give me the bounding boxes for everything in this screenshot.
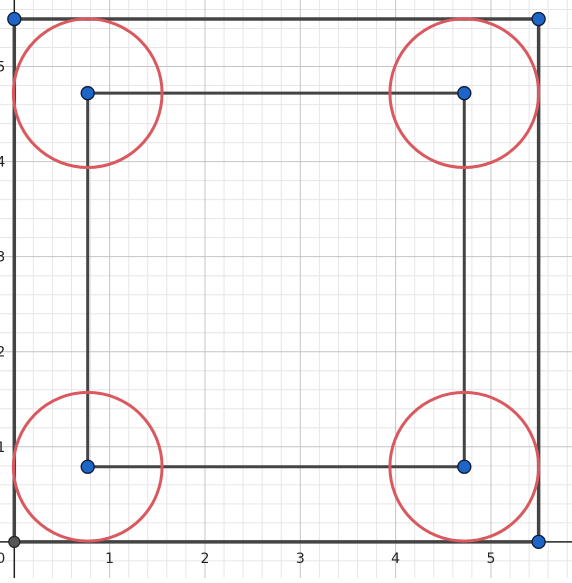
x-tick-label: 1 — [105, 551, 114, 567]
y-tick-label: 3 — [0, 250, 5, 266]
origin-label: 0 — [0, 551, 5, 567]
x-tick-label: 2 — [201, 551, 210, 567]
vertex-point — [532, 13, 545, 26]
x-tick-label: 3 — [296, 551, 305, 567]
vertex-point — [532, 535, 545, 548]
x-tick-label: 4 — [391, 551, 400, 567]
y-tick-label: 5 — [0, 60, 5, 76]
x-tick-label: 5 — [487, 551, 496, 567]
y-tick-label: 4 — [0, 155, 5, 171]
y-tick-label: 1 — [0, 440, 5, 456]
vertex-point — [81, 87, 94, 100]
vertex-point — [458, 460, 471, 473]
vertex-point — [81, 460, 94, 473]
origin-point — [9, 536, 20, 547]
y-tick-label: 2 — [0, 345, 5, 361]
tick-labels: 1 2 3 4 5 1 2 3 4 5 0 — [0, 60, 495, 567]
inner-square — [88, 93, 465, 467]
vertex-point — [458, 87, 471, 100]
vertex-point — [8, 13, 21, 26]
